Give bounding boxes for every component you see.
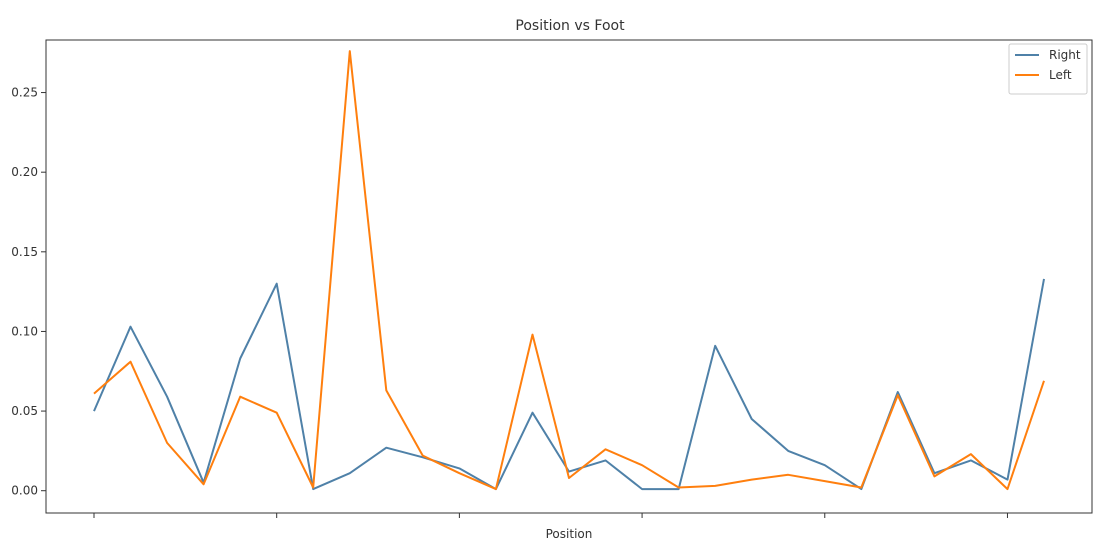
legend-label: Left — [1049, 68, 1072, 82]
x-axis — [93, 513, 1008, 518]
series-lines — [93, 50, 1045, 491]
plot-area — [45, 39, 1093, 514]
series-line-right — [93, 278, 1045, 491]
y-tick-label: 0.05 — [11, 404, 38, 418]
legend-label: Right — [1049, 48, 1081, 62]
y-tick-label: 0.25 — [11, 86, 38, 100]
y-tick-label: 0.10 — [11, 324, 38, 338]
series-line-left — [93, 50, 1045, 491]
y-axis: 0.00 0.05 0.10 0.15 0.20 0.25 — [11, 86, 46, 498]
y-tick-label: 0.00 — [11, 484, 38, 498]
y-tick-label: 0.20 — [11, 165, 38, 179]
y-tick-label: 0.15 — [11, 245, 38, 259]
x-axis-label: Position — [546, 527, 593, 541]
legend-box — [1008, 43, 1088, 95]
chart-title: Position vs Foot — [515, 18, 625, 34]
legend: Right Left — [1008, 43, 1088, 95]
